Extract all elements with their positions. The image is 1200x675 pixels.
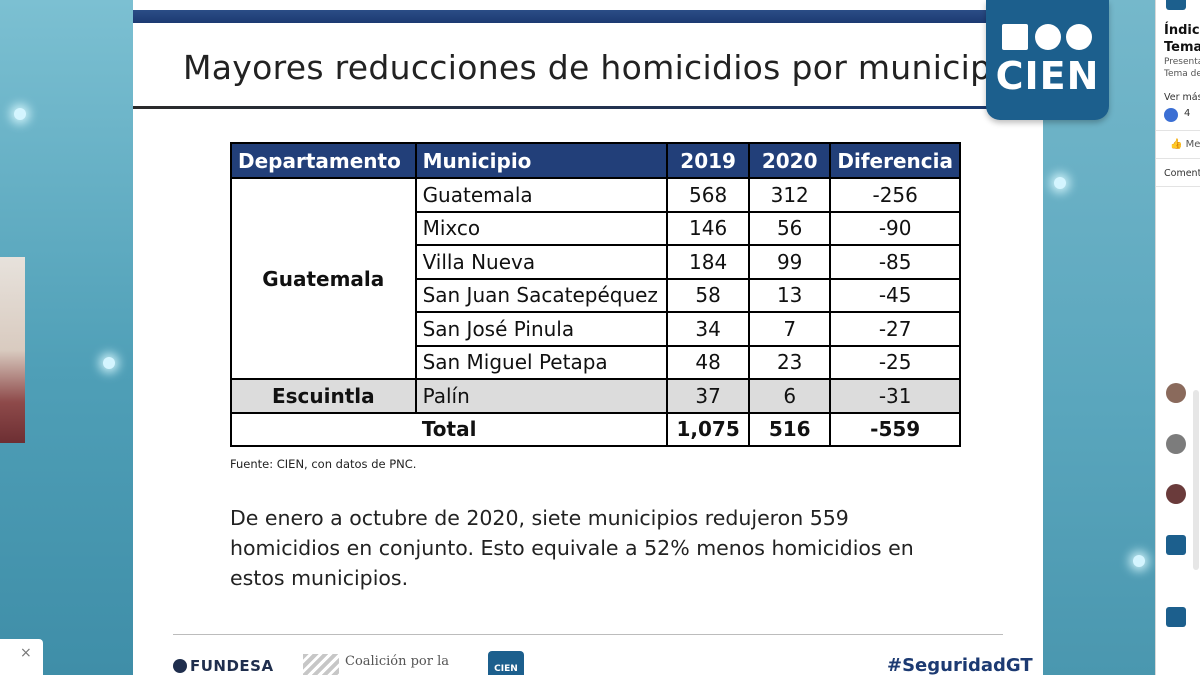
fundesa-icon bbox=[173, 659, 187, 673]
value-2020-cell: 312 bbox=[748, 177, 832, 213]
header-municipio: Municipio bbox=[414, 142, 669, 179]
footer-divider bbox=[173, 634, 1003, 635]
hashtag-label: #SeguridadGT bbox=[887, 655, 1033, 675]
cien-logo-icon bbox=[1002, 24, 1092, 50]
table-row: San Miguel Petapa 48 23 -25 bbox=[231, 344, 961, 380]
header-diferencia: Diferencia bbox=[829, 142, 961, 179]
value-2019-cell: 48 bbox=[666, 344, 751, 380]
table-row: Mixco 146 56 -90 bbox=[231, 210, 961, 246]
table-row: Villa Nueva 184 99 -85 bbox=[231, 244, 961, 280]
difference-cell: -85 bbox=[829, 244, 961, 280]
close-icon[interactable]: × bbox=[20, 645, 32, 661]
decorative-node bbox=[14, 108, 26, 120]
value-2020-cell: 13 bbox=[748, 277, 832, 313]
value-2019-cell: 34 bbox=[666, 311, 751, 347]
decorative-node bbox=[1133, 555, 1145, 567]
see-more-link[interactable]: Ver más bbox=[1164, 92, 1200, 103]
sidebar-divider bbox=[1156, 130, 1200, 131]
value-2019-cell: 146 bbox=[666, 210, 751, 246]
sidebar-divider bbox=[1156, 158, 1200, 159]
cien-footer-logo: CIEN bbox=[488, 651, 524, 675]
like-reaction-icon bbox=[1164, 108, 1178, 122]
value-2020-cell: 99 bbox=[748, 244, 832, 280]
commenter-avatar[interactable] bbox=[1166, 434, 1186, 454]
homicides-table: Departamento Municipio 2019 2020 Diferen… bbox=[229, 142, 961, 447]
table-row: San José Pinula 34 7 -27 bbox=[231, 311, 961, 347]
difference-cell: -90 bbox=[829, 210, 961, 246]
departamento-cell: Guatemala bbox=[230, 177, 417, 380]
table-row: Escuintla Palín 37 6 -31 bbox=[230, 378, 961, 414]
value-2020-cell: 6 bbox=[748, 378, 832, 414]
webcam-thumbnail bbox=[0, 257, 25, 443]
municipio-cell: Guatemala bbox=[414, 177, 669, 213]
post-title: ÍndiceTema bbox=[1164, 23, 1200, 55]
header-departamento: Departamento bbox=[230, 142, 417, 179]
thumbs-up-icon: 👍 bbox=[1170, 139, 1183, 150]
table-header-row: Departamento Municipio 2019 2020 Diferen… bbox=[230, 142, 961, 179]
commenter-avatar[interactable] bbox=[1166, 383, 1186, 403]
value-2019-cell: 58 bbox=[666, 277, 751, 313]
total-row: Total 1,075 516 -559 bbox=[229, 411, 961, 447]
table-row: San Juan Sacatepéquez 58 13 -45 bbox=[231, 277, 961, 313]
cien-logo-text: CIEN bbox=[995, 54, 1100, 98]
slide-title: Mayores reducciones de homicidios por mu… bbox=[183, 48, 1022, 87]
overlay-popup[interactable]: × bbox=[0, 639, 43, 675]
slide-top-band bbox=[133, 0, 1043, 10]
sidebar-scrollbar[interactable] bbox=[1193, 390, 1199, 570]
commenter-avatar[interactable] bbox=[1166, 535, 1186, 555]
table-source: Fuente: CIEN, con datos de PNC. bbox=[230, 457, 417, 471]
municipio-cell: San Miguel Petapa bbox=[414, 344, 669, 380]
sidebar-divider bbox=[1156, 186, 1200, 187]
coalicion-icon bbox=[303, 654, 339, 675]
value-2020-cell: 23 bbox=[748, 344, 832, 380]
fundesa-logo: FUNDESA bbox=[173, 657, 274, 675]
header-2020: 2020 bbox=[748, 142, 832, 179]
difference-cell: -27 bbox=[829, 311, 961, 347]
total-label: Total bbox=[229, 411, 669, 447]
difference-cell: -25 bbox=[829, 344, 961, 380]
coalicion-label: Coalición por la bbox=[345, 654, 450, 669]
value-2020-cell: 7 bbox=[748, 311, 832, 347]
difference-cell: -256 bbox=[829, 177, 961, 213]
commenter-avatar[interactable] bbox=[1166, 607, 1186, 627]
municipio-cell: Palín bbox=[414, 378, 669, 414]
post-description: Tema de bbox=[1164, 69, 1200, 79]
like-button[interactable]: 👍 Me bbox=[1170, 139, 1200, 150]
departamento-cell: Escuintla bbox=[230, 378, 417, 414]
value-2020-cell: 56 bbox=[748, 210, 832, 246]
presentation-slide: Mayores reducciones de homicidios por mu… bbox=[133, 0, 1043, 675]
municipio-cell: San Juan Sacatepéquez bbox=[414, 277, 669, 313]
fundesa-label: FUNDESA bbox=[190, 657, 274, 675]
comments-sidebar: ÍndiceTema Presenta Tema de Ver más 4 👍 … bbox=[1155, 0, 1200, 675]
title-divider bbox=[133, 106, 1043, 109]
decorative-node bbox=[1054, 177, 1066, 189]
difference-cell: -31 bbox=[829, 378, 961, 414]
slide-header-bar bbox=[133, 10, 1043, 23]
municipio-cell: Mixco bbox=[414, 210, 669, 246]
table-row: Guatemala Guatemala 568 312 -256 bbox=[230, 177, 961, 380]
total-difference: -559 bbox=[829, 411, 961, 447]
summary-text: De enero a octubre de 2020, siete munici… bbox=[230, 506, 914, 590]
municipio-cell: Villa Nueva bbox=[414, 244, 669, 280]
page-avatar[interactable] bbox=[1166, 0, 1186, 10]
total-2019: 1,075 bbox=[666, 411, 751, 447]
municipio-cell: San José Pinula bbox=[414, 311, 669, 347]
cien-logo: CIEN bbox=[986, 0, 1109, 120]
like-count[interactable]: 4 bbox=[1184, 108, 1191, 119]
difference-cell: -45 bbox=[829, 277, 961, 313]
comments-label: Comenta bbox=[1164, 168, 1200, 179]
value-2019-cell: 184 bbox=[666, 244, 751, 280]
total-2020: 516 bbox=[748, 411, 832, 447]
value-2019-cell: 568 bbox=[666, 177, 751, 213]
commenter-avatar[interactable] bbox=[1166, 484, 1186, 504]
post-description: Presenta bbox=[1164, 57, 1200, 67]
value-2019-cell: 37 bbox=[666, 378, 751, 414]
decorative-node bbox=[103, 357, 115, 369]
header-2019: 2019 bbox=[666, 142, 751, 179]
